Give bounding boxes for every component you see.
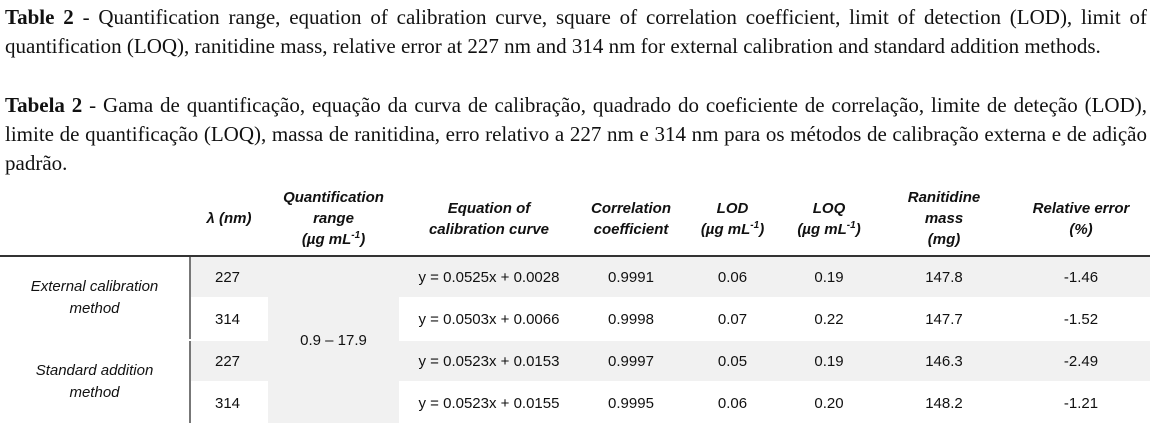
header-correlation: Correlation coefficient [579,182,683,257]
cell-relative-error: -1.46 [1012,256,1150,299]
cell-lambda: 227 [190,340,268,383]
cell-lambda: 314 [190,298,268,341]
header-range: Quantification range (µg mL-1) [268,182,399,257]
cell-correlation: 0.9997 [579,340,683,383]
results-table: λ (nm) Quantification range (µg mL-1) Eq… [0,182,1150,425]
table-caption-portuguese: Tabela 2 - Gama de quantificação, equaçã… [5,91,1147,178]
cell-lod: 0.06 [683,256,782,299]
cell-equation: y = 0.0523x + 0.0155 [399,382,579,425]
cell-relative-error: -2.49 [1012,340,1150,383]
cell-equation: y = 0.0503x + 0.0066 [399,298,579,341]
cell-correlation: 0.9995 [579,382,683,425]
cell-loq: 0.22 [782,298,876,341]
header-method [0,182,190,257]
table-caption-english: Table 2 - Quantification range, equation… [5,3,1147,61]
header-loq: LOQ (µg mL-1) [782,182,876,257]
caption-text-portuguese: - Gama de quantificação, equação da curv… [5,93,1147,175]
cell-lod: 0.05 [683,340,782,383]
cell-loq: 0.20 [782,382,876,425]
header-row: λ (nm) Quantification range (µg mL-1) Eq… [0,182,1150,257]
cell-mass: 146.3 [876,340,1012,383]
method-standard-addition: Standard addition method [0,340,191,425]
cell-loq: 0.19 [782,340,876,383]
cell-lambda: 227 [190,256,268,299]
method-external-calibration: External calibration method [0,256,191,341]
header-mass: Ranitidine mass (mg) [876,182,1012,257]
table-row: Standard addition method 227 y = 0.0523x… [0,340,1150,425]
cell-relative-error: -1.52 [1012,298,1150,341]
table-row: 314 y = 0.0523x + 0.0155 0.9995 0.06 0.2… [0,382,1150,425]
cell-loq: 0.19 [782,256,876,299]
caption-text-english: - Quantification range, equation of cali… [5,5,1147,58]
cell-relative-error: -1.21 [1012,382,1150,425]
header-lod: LOD (µg mL-1) [683,182,782,257]
cell-quantification-range: 0.9 – 17.9 [268,256,399,425]
cell-lambda: 314 [190,382,268,425]
cell-lod: 0.06 [683,382,782,425]
header-equation: Equation of calibration curve [399,182,579,257]
cell-equation: y = 0.0525x + 0.0028 [399,256,579,299]
cell-mass: 147.7 [876,298,1012,341]
table-row: 314 y = 0.0503x + 0.0066 0.9998 0.07 0.2… [0,298,1150,341]
caption-label-portuguese: Tabela 2 [5,93,83,117]
cell-correlation: 0.9991 [579,256,683,299]
header-relative-error: Relative error (%) [1012,182,1150,257]
cell-mass: 148.2 [876,382,1012,425]
cell-lod: 0.07 [683,298,782,341]
header-lambda: λ (nm) [190,182,268,257]
table-row: External calibration method 227 0.9 – 17… [0,256,1150,425]
cell-mass: 147.8 [876,256,1012,299]
cell-equation: y = 0.0523x + 0.0153 [399,340,579,383]
cell-correlation: 0.9998 [579,298,683,341]
caption-label-english: Table 2 [5,5,74,29]
